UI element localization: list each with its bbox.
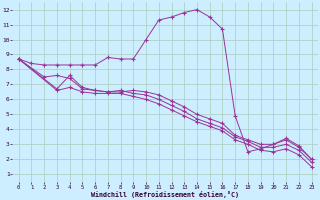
X-axis label: Windchill (Refroidissement éolien,°C): Windchill (Refroidissement éolien,°C) [91,191,239,198]
